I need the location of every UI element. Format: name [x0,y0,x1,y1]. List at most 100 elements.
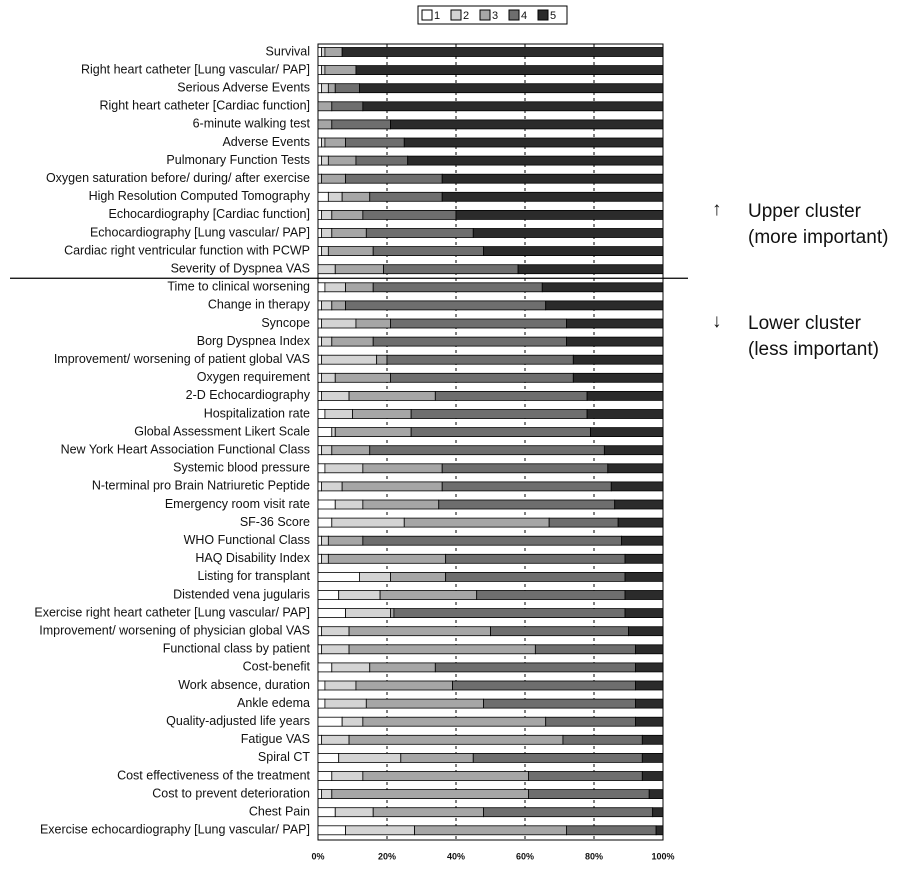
bar-segment [321,390,350,401]
bar-segment [483,698,636,709]
bar-segment [545,300,664,311]
bar-segment [321,644,350,655]
bar-segment [586,390,664,401]
bar-segment [331,771,364,781]
bar-segment [317,626,322,637]
bar-segment [317,390,322,401]
bar-segment [483,246,664,257]
bar-segment [441,191,664,202]
y-tick-label: Pulmonary Function Tests [166,153,310,167]
y-tick-label: 6-minute walking test [193,117,311,131]
bar-segment [334,499,364,510]
bar-segment [317,47,322,57]
bar-segment [603,445,664,456]
legend-swatch [508,9,520,21]
bar-segment [317,282,326,293]
bar-segment [410,427,591,438]
y-tick-label: Cost to prevent deterioration [152,786,310,800]
bar-segment [317,481,322,492]
bar-segment [379,590,478,600]
y-tick-label: Improvement/ worsening of patient global… [54,352,310,366]
bar-segment [628,626,664,637]
bar-segment [321,228,333,238]
legend-swatch [421,9,433,21]
y-tick-label: Change in therapy [208,298,311,312]
legend-swatch [450,9,462,21]
bar-segment [324,65,357,75]
bar-segment [641,753,664,763]
bar-segment [317,119,333,130]
bar-segment [414,825,567,836]
bar-segment [648,789,664,799]
y-tick-label: Cost effectiveness of the treatment [117,768,310,782]
bar-segment [317,65,322,75]
bar-segment [334,264,384,275]
bar-segment [434,662,636,673]
bar-segment [317,499,336,510]
bar-segment [317,209,322,220]
bar-segment [341,481,443,492]
bar-segment [317,517,333,528]
bar-segment [331,789,529,799]
bar-segment [321,336,333,347]
bar-segment [641,771,664,781]
bar-segment [321,246,329,257]
bar-segment [334,807,374,818]
bar-segment [317,753,340,763]
y-tick-label: Cost-benefit [243,660,311,674]
bar-segment [327,191,343,202]
bar-segment [341,191,371,202]
bar-segment [445,553,626,564]
bar-segment [317,354,322,365]
bar-segment [624,553,664,564]
bar-segment [534,644,636,655]
bar-segment [324,47,343,57]
y-tick-label: Spiral CT [258,750,310,764]
bar-segment [321,155,329,166]
bar-segment [317,572,360,582]
bar-segment [334,372,391,383]
bar-segment [317,83,322,94]
annotation: (less important) [748,339,879,360]
bar-segment [331,445,371,456]
y-tick-label: 2-D Echocardiography [186,388,311,402]
bar-segment [548,517,619,528]
legend-label: 3 [492,10,498,22]
legend-frame [417,5,568,25]
bar-segment [635,644,664,655]
bar-segment [452,680,636,691]
annotation: Lower cluster [748,313,862,334]
bar-segment [324,463,364,474]
bar-segment [345,282,374,293]
bar-segment [390,119,664,130]
bar-segment [317,608,347,618]
bar-segment [441,463,609,474]
bar-segment [345,300,547,311]
bar-segment [317,101,333,112]
bar-segment [635,698,664,709]
bar-segment [635,716,664,727]
y-tick-label: Cardiac right ventricular function with … [64,243,310,257]
y-tick-label: Adverse Events [222,135,310,149]
bar-segment [572,354,664,365]
bar-segment [317,427,333,438]
bar-segment [331,209,364,220]
legend-label: 5 [550,10,556,22]
bar-segment [393,608,626,618]
y-tick-label: Oxygen saturation before/ during/ after … [46,171,310,185]
bar-segment [317,155,322,166]
y-tick-label: Distended vena jugularis [173,587,310,601]
bar-segment [566,336,664,347]
x-tick-label: 80% [585,851,603,861]
y-tick-label: WHO Functional Class [184,533,310,547]
bar-segment [317,463,326,474]
y-tick-label: Work absence, duration [178,678,310,692]
bar-segment [490,626,629,637]
bar-segment [324,137,346,148]
bar-segment [324,409,353,419]
bar-segment [327,553,447,564]
y-tick-label: Syncope [261,316,310,330]
y-tick-label: Severity of Dyspnea VAS [171,261,310,275]
bar-segment [317,318,322,329]
bar-segment [331,662,371,673]
